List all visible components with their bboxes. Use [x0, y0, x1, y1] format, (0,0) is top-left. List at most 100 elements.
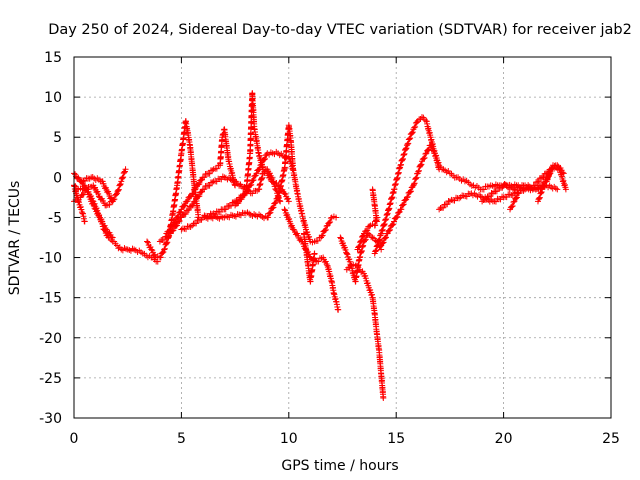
data-point: [120, 174, 127, 181]
data-point: [238, 196, 245, 203]
data-point: [253, 170, 260, 177]
data-point: [322, 227, 329, 234]
data-point: [96, 211, 103, 218]
data-point: [412, 123, 419, 130]
data-point: [281, 206, 288, 213]
series-arc5: [77, 174, 116, 205]
y-tick-label: -25: [39, 371, 62, 387]
x-tick-label: 10: [280, 431, 298, 447]
data-point: [409, 129, 416, 136]
data-point: [281, 190, 288, 197]
data-point: [327, 215, 334, 222]
data-point: [77, 203, 84, 210]
data-points: [71, 90, 569, 401]
data-point: [389, 221, 396, 228]
data-point: [407, 188, 414, 195]
data-point: [166, 227, 173, 234]
data-point: [539, 186, 546, 193]
data-point: [311, 250, 318, 257]
data-point: [209, 179, 216, 186]
data-point: [480, 186, 487, 193]
y-tick-label: 0: [53, 170, 62, 186]
data-point: [109, 198, 116, 205]
data-point: [109, 234, 116, 241]
data-point: [346, 256, 353, 263]
data-point: [382, 234, 389, 241]
data-point: [532, 186, 539, 193]
data-point: [250, 176, 257, 183]
data-point: [543, 178, 550, 185]
data-point: [418, 161, 425, 168]
data-point: [344, 251, 351, 258]
data-point: [118, 178, 125, 185]
data-point: [282, 191, 289, 198]
data-point: [277, 198, 284, 205]
data-point: [148, 246, 155, 253]
data-point: [147, 244, 154, 251]
data-point: [511, 198, 518, 205]
data-point: [81, 218, 88, 225]
data-point: [548, 165, 555, 172]
data-point: [413, 174, 420, 181]
data-point: [356, 243, 363, 250]
data-point: [367, 286, 374, 293]
data-point: [272, 186, 279, 193]
data-point: [394, 213, 401, 220]
data-point: [160, 236, 167, 243]
data-point: [270, 204, 277, 211]
data-point: [172, 218, 179, 225]
data-point: [380, 394, 387, 401]
series-arc23: [534, 166, 554, 205]
data-point: [160, 249, 167, 256]
data-point: [192, 185, 199, 192]
data-point: [206, 182, 213, 189]
y-tick-label: -5: [48, 210, 62, 226]
y-tick-label: -20: [39, 331, 62, 347]
data-point: [171, 219, 178, 226]
data-point: [562, 186, 569, 193]
data-point: [366, 223, 373, 230]
data-point: [168, 223, 175, 230]
y-tick-label: -15: [39, 291, 62, 307]
data-point: [409, 129, 416, 136]
data-point: [94, 207, 101, 214]
data-point: [535, 178, 542, 185]
series-arc10: [199, 122, 297, 222]
x-tick-label: 0: [70, 431, 79, 447]
data-point: [547, 166, 554, 173]
grid: [74, 57, 611, 418]
data-point: [93, 205, 100, 212]
data-point: [536, 195, 543, 202]
data-point: [322, 258, 329, 265]
data-point: [362, 275, 369, 282]
data-point: [420, 155, 427, 162]
data-point: [113, 191, 120, 198]
data-point: [164, 239, 171, 246]
data-point: [493, 188, 500, 195]
data-point: [546, 172, 553, 179]
data-point: [410, 181, 417, 188]
data-point: [440, 204, 447, 211]
data-point: [408, 130, 415, 137]
data-point: [538, 189, 545, 196]
data-point: [509, 202, 516, 209]
plot-frame: [73, 56, 612, 419]
data-point: [364, 227, 371, 234]
data-point: [201, 174, 208, 181]
data-point: [407, 135, 414, 142]
data-point: [538, 188, 545, 195]
data-point: [406, 135, 413, 142]
data-point: [149, 247, 156, 254]
data-point: [422, 150, 429, 157]
y-axis-label: SDTVAR / TECUs: [7, 181, 23, 296]
data-point: [318, 232, 325, 239]
data-point: [174, 214, 181, 221]
y-tick-label: 5: [53, 130, 62, 146]
data-point: [346, 258, 353, 265]
x-tick-label: 20: [495, 431, 513, 447]
data-point: [106, 201, 113, 208]
data-point: [362, 272, 369, 279]
data-point: [80, 191, 87, 198]
data-point: [335, 306, 342, 313]
